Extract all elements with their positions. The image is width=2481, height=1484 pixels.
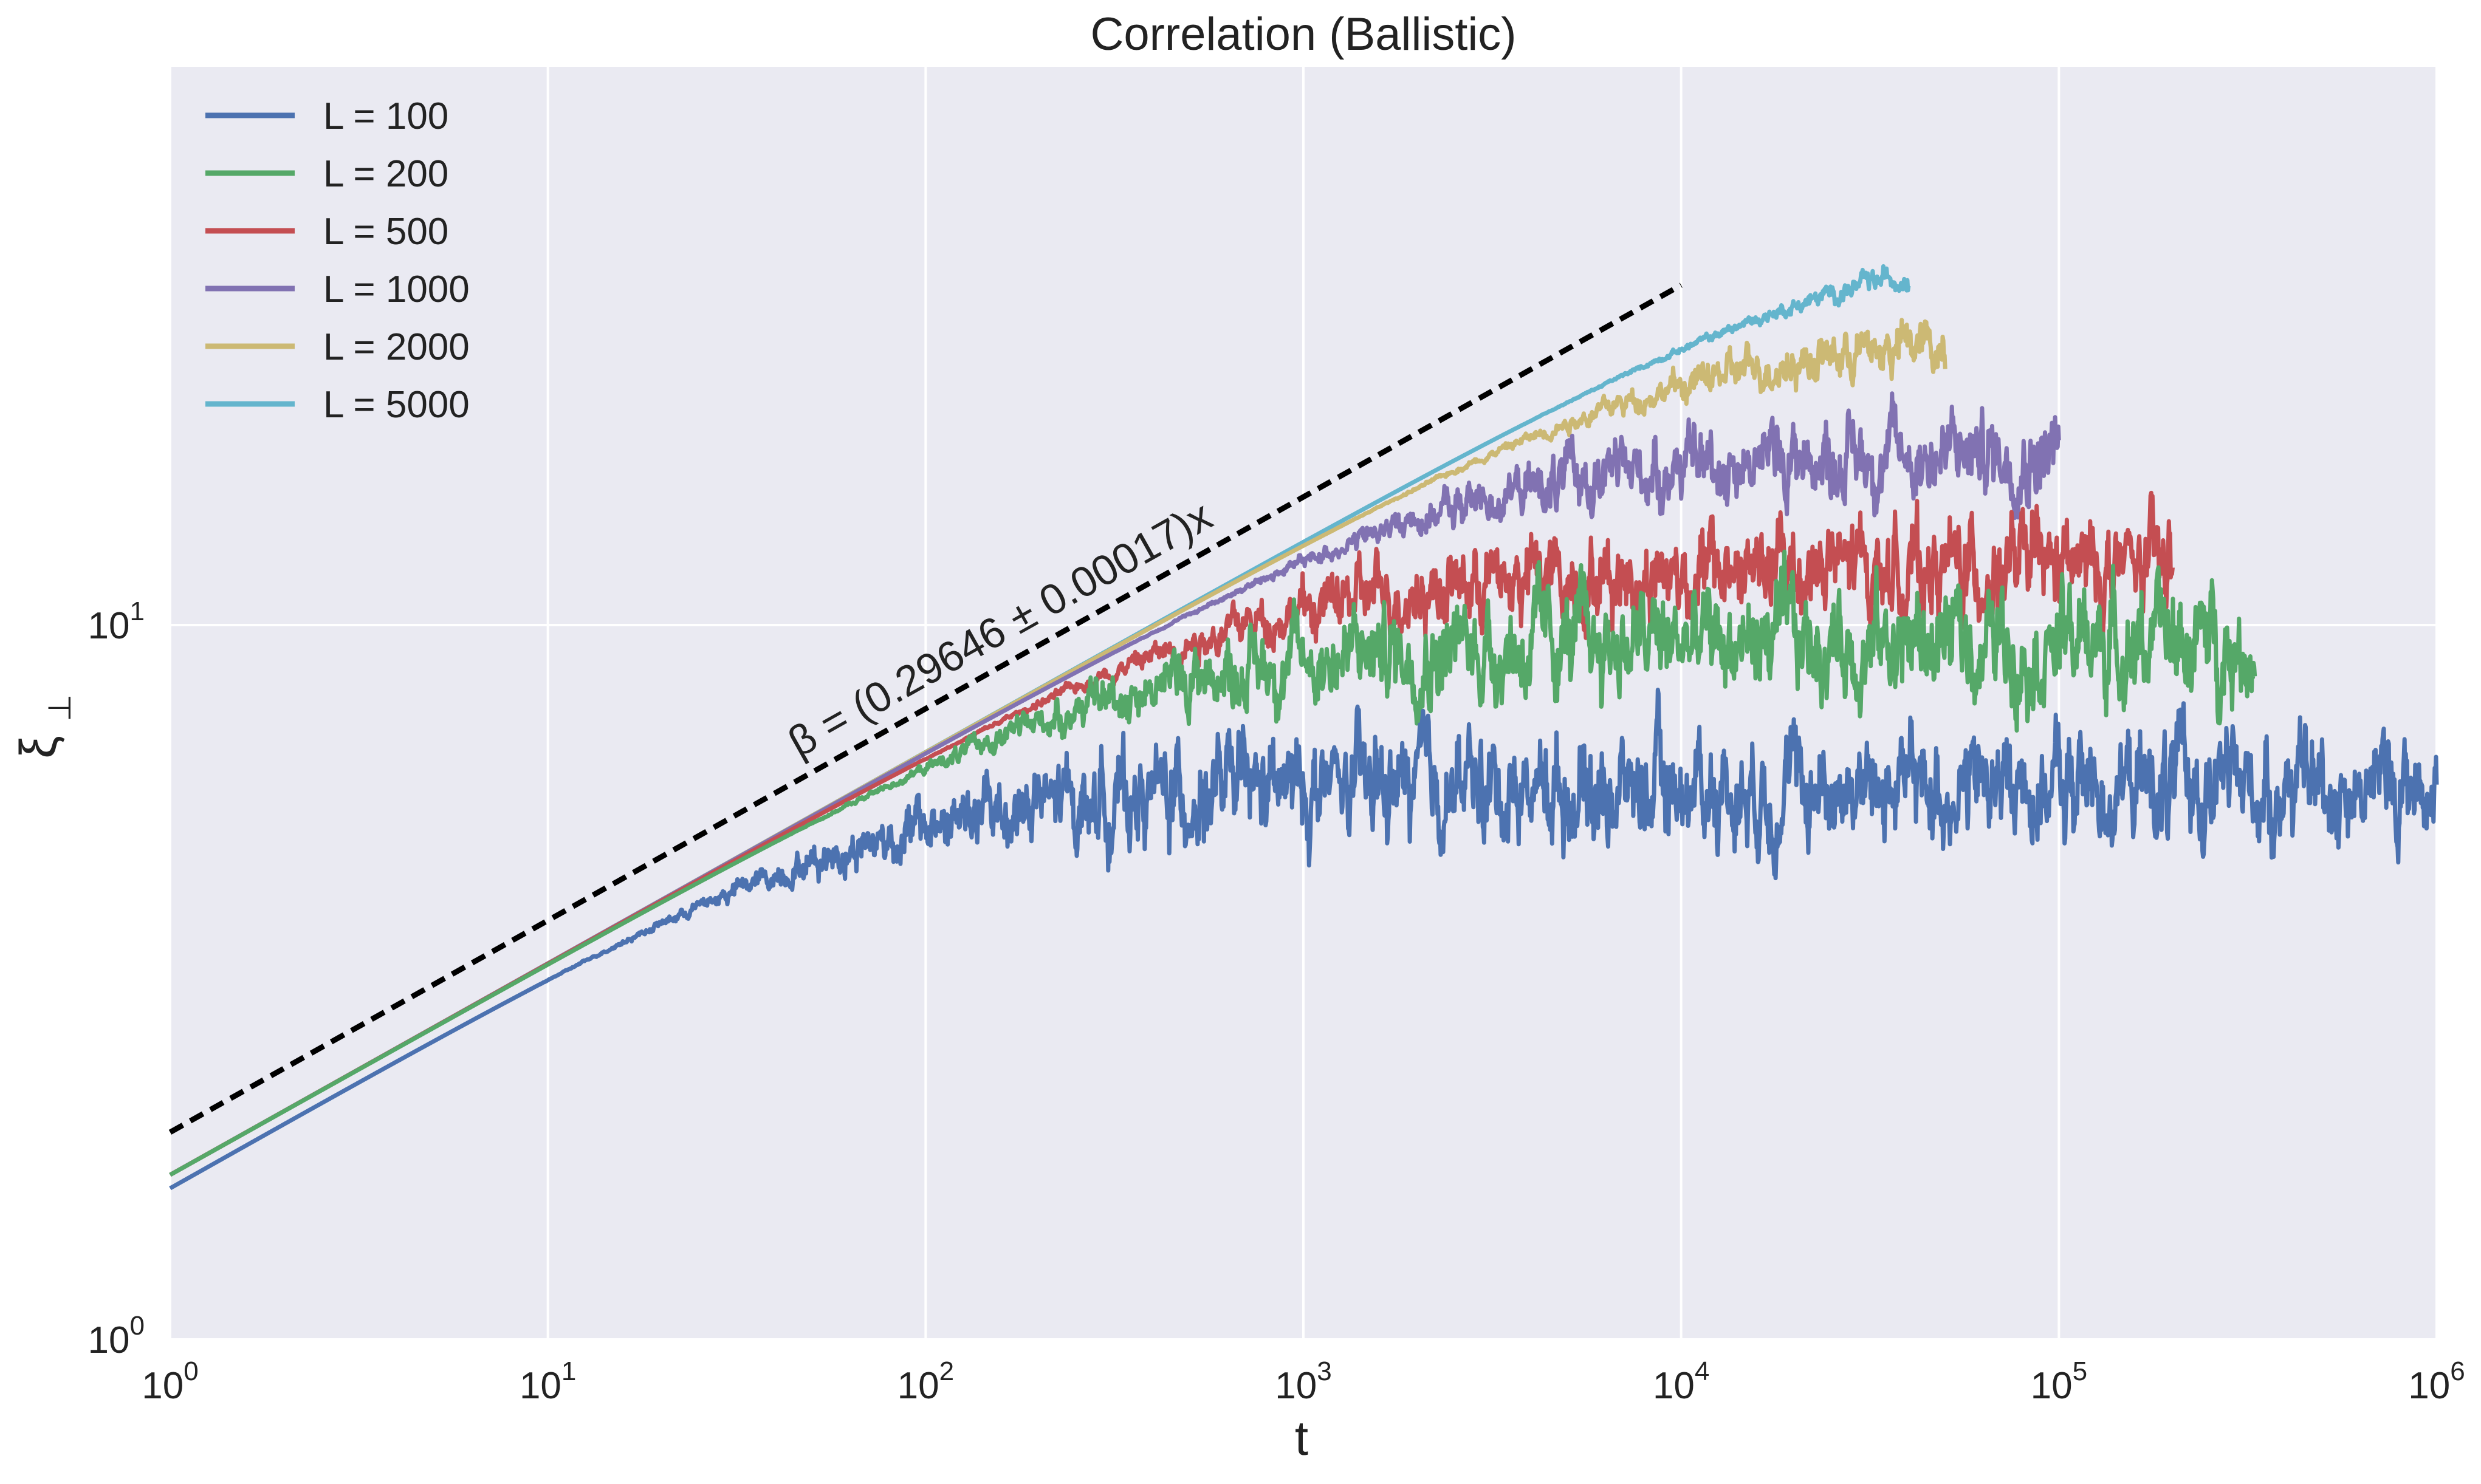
x-tick-label: 104 [1653, 1356, 1709, 1407]
y-tick-label: 101 [88, 597, 145, 647]
x-tick-labels: 100 101 102 103 104 105 106 [142, 1356, 2465, 1407]
legend-entry-label: L = 100 [323, 95, 448, 137]
fit-line [168, 282, 1683, 1135]
x-axis-label: t [1295, 1411, 1308, 1465]
y-tick-labels: 100 101 [88, 597, 145, 1361]
x-tick-label: 101 [520, 1356, 576, 1407]
y-axis-label: ξ [10, 736, 67, 759]
x-tick-label: 100 [142, 1356, 198, 1407]
x-tick-label: 106 [2408, 1356, 2465, 1407]
series-line [168, 688, 2439, 1191]
x-tick-label: 102 [897, 1356, 954, 1407]
x-tick-label: 105 [2031, 1356, 2087, 1407]
series-layer [168, 264, 2439, 1191]
legend-entry-label: L = 500 [323, 211, 448, 253]
legend-entry-label: L = 5000 [323, 384, 470, 426]
y-axis-label-subscript: ⊥ [43, 694, 78, 722]
y-tick-label: 100 [88, 1311, 145, 1361]
legend: L = 100 L = 200 L = 500 L = 1000 L = 2000 L =… [205, 95, 470, 426]
series-line [168, 549, 2257, 1177]
chart-title: Correlation (Ballistic) [1090, 9, 1516, 60]
legend-entry-label: L = 1000 [323, 268, 470, 310]
legend-entry-label: L = 200 [323, 153, 448, 195]
x-tick-label: 103 [1275, 1356, 1331, 1407]
legend-entry-label: L = 2000 [323, 326, 470, 368]
y-axis-label-group: ξ ⊥ [10, 694, 78, 759]
